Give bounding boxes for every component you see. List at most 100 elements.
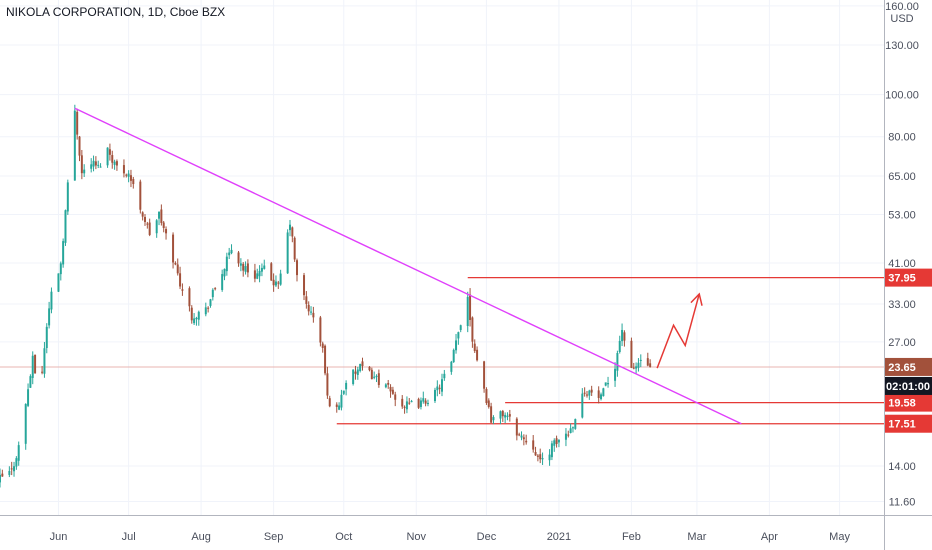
candle-body [78,136,81,156]
candle-body [225,256,228,272]
candle-body [221,274,224,290]
candle-body [618,340,621,352]
candle-body [403,406,406,408]
projection-layer [656,292,703,369]
level-badge [885,393,932,412]
candle-body [17,445,20,461]
candle-body [29,376,32,388]
candle-body [57,273,60,292]
candle-body [345,382,348,390]
y-tick-label: 27.00 [888,337,916,349]
candle-body [190,307,193,321]
candle-body [92,160,95,167]
candle-body [158,211,161,219]
candle-body [272,279,275,286]
candle-body [122,165,125,174]
candle-body [256,273,259,279]
candle-body [635,366,638,369]
candle-body [646,358,649,366]
candle-body [520,435,523,438]
candle-body [490,406,493,423]
x-tick-label: Feb [622,531,641,543]
candle-body [359,364,362,371]
candle-body [410,401,413,403]
candle-body [441,379,443,392]
candle-body [387,382,390,385]
candle-body [270,263,273,281]
candle-body [405,401,408,410]
countdown-badge [885,376,932,395]
candle-body [97,164,100,166]
candle-body [571,427,574,429]
time-axis[interactable]: Jun Jul Aug Sep Oct Nov Dec 2021 Feb Mar Apr May [0,515,932,544]
candle-body [148,222,151,235]
trendline [74,107,742,425]
candle-body [630,340,633,368]
chart-title: NIKOLA CORPORATION, 1D, Cboe BZX [6,5,225,19]
candle-body [319,317,322,343]
candle-body [590,389,593,393]
y-tick-label: 160.00 [885,1,919,13]
candle-body [597,390,600,398]
candle-body [532,440,535,450]
candle-body [230,249,233,254]
candle-body [0,474,1,483]
candle-body [132,179,135,185]
candle-body [195,317,198,320]
candle-body [518,434,521,436]
candle-body [179,273,182,287]
candle-body [328,398,331,407]
candle-body [277,282,280,284]
candle-body [436,386,439,391]
y-tick-label: 100.00 [885,90,919,102]
candle-body [296,260,299,276]
candle-body [373,376,376,378]
candle-body [307,304,310,312]
candle-body [614,368,617,381]
candle-body [1,473,4,477]
candle-body [450,361,453,372]
candle-body [452,349,455,363]
candle-body [73,110,76,181]
candle-body [31,355,34,378]
candle-body [637,362,640,368]
candle-body [567,434,570,436]
candle-body [43,348,46,374]
candle-body [401,398,404,407]
candle-body [473,343,476,352]
candle-body [574,419,577,429]
candle-body [237,252,240,264]
y-tick-label: 53.00 [888,210,916,222]
candle-body [581,393,584,418]
candle-body [443,373,446,379]
candle-body [139,181,142,210]
candle-body [286,232,289,274]
candle-body [258,270,261,277]
x-tick-label: Aug [191,531,211,543]
candle-body [534,451,537,456]
candle-body [607,383,610,385]
candle-body [155,220,158,234]
candle-body [291,227,294,237]
price-axis[interactable]: 160.00 130.00 100.00 80.00 65.00 53.00 41.00 33… [884,0,932,550]
trendline-layer [74,107,742,425]
candle-body [312,312,315,318]
candle-body [419,400,422,407]
candle-body [174,262,177,265]
current-price-badge [885,357,932,376]
x-tick-label: May [829,531,850,543]
candle-body [539,454,542,460]
candle-body [244,266,247,272]
candle-body [76,111,79,135]
candle-body [632,367,635,369]
gridlines [0,0,884,515]
candle-body [62,241,65,265]
candle-body [377,373,380,386]
candle-body [143,216,146,222]
candle-body [649,363,652,367]
candle-body [324,345,327,374]
candle-body [288,224,291,231]
candle-body [433,389,436,402]
candle-body [438,387,441,389]
